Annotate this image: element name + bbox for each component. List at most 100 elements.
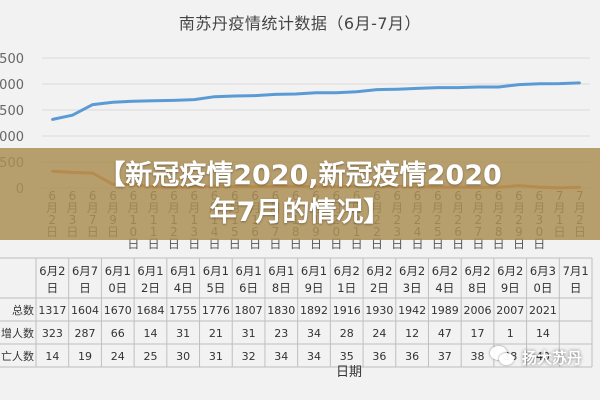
table-cell-0-7: 1830 <box>267 304 295 317</box>
x-tick-label-5-char-4: 日 <box>148 237 160 251</box>
watermark: 扬大苏丹 <box>490 346 582 368</box>
table-header-11-line2: 3日 <box>403 281 422 295</box>
table-header-15-line2: 0日 <box>534 281 553 295</box>
table-cell-1-1: 287 <box>75 327 96 340</box>
x-tick-label-4-char-4: 日 <box>127 237 139 251</box>
data-point-total-21 <box>477 85 480 89</box>
table-header-3-line2: 2日 <box>141 281 160 295</box>
table-header-13-line1: 6月2 <box>464 264 490 278</box>
table-cell-2-3: 25 <box>143 350 157 363</box>
table-cell-2-15: 40 <box>536 350 550 363</box>
data-point-total-2 <box>91 103 94 106</box>
table-header-13-line2: 8日 <box>468 281 487 295</box>
y-tick-label-2500: 2500 <box>0 52 24 67</box>
x-tick-label-16-char-4: 日 <box>371 237 383 251</box>
table-header-14-line2: 9日 <box>501 281 520 295</box>
x-tick-label-20-char-4: 日 <box>452 237 464 251</box>
table-header-10-line2: 2日 <box>370 281 389 295</box>
data-point-total-1 <box>71 114 74 117</box>
data-point-total-6 <box>172 99 176 102</box>
table-header-12-line2: 4日 <box>435 281 454 295</box>
headline-banner: 【新冠疫情2020,新冠疫情2020 年7月的情况】 <box>0 148 600 240</box>
table-cell-0-1: 1604 <box>71 304 99 317</box>
headline-line-2: 年7月的情况】 <box>209 197 391 228</box>
table-header-14-line1: 6月2 <box>497 264 523 278</box>
table-cell-0-8: 1892 <box>300 304 328 317</box>
table-cell-2-12: 37 <box>438 350 452 363</box>
table-cell-1-8: 34 <box>307 327 321 340</box>
table-header-16-line2: 日 <box>570 281 582 295</box>
table-header-1-line2: 日 <box>79 281 91 295</box>
table-cell-2-13: 38 <box>471 350 485 363</box>
table-cell-0-5: 1776 <box>202 304 230 317</box>
table-cell-2-9: 35 <box>340 350 354 363</box>
y-tick-label-2000: 2000 <box>0 78 24 93</box>
wechat-icon <box>490 346 516 368</box>
table-cell-2-6: 32 <box>242 350 256 363</box>
table-cell-0-3: 1684 <box>136 304 164 317</box>
table-cell-1-13: 17 <box>471 327 485 340</box>
watermark-text: 扬大苏丹 <box>522 348 583 367</box>
table-header-0-line1: 6月2 <box>39 264 65 278</box>
data-point-total-14 <box>335 91 338 95</box>
data-point-total-24 <box>538 82 541 85</box>
table-row-label-0: 总数 <box>12 303 34 317</box>
data-point-total-0 <box>50 118 54 121</box>
data-point-total-26 <box>578 81 582 85</box>
table-header-9-line2: 1日 <box>337 281 356 295</box>
x-tick-label-14-char-4: 日 <box>330 237 342 251</box>
x-tick-label-10-char-4: 日 <box>249 237 261 251</box>
table-cell-1-6: 31 <box>242 327 256 340</box>
x-tick-label-18-char-4: 日 <box>411 237 423 251</box>
x-tick-label-6-char-4: 日 <box>168 237 180 251</box>
table-cell-0-10: 1930 <box>365 304 393 317</box>
table-header-5-line2: 5日 <box>206 281 225 295</box>
table-cell-1-14: 1 <box>507 327 514 340</box>
table-cell-2-0: 14 <box>45 350 59 363</box>
data-point-total-20 <box>456 86 460 89</box>
x-tick-label-23-char-4: 日 <box>513 237 525 251</box>
table-header-11-line1: 6月2 <box>399 264 425 278</box>
table-header-5-line1: 6月1 <box>203 264 229 278</box>
x-tick-label-24-char-4: 日 <box>533 237 545 251</box>
table-header-16-line1: 7月1 <box>563 264 589 278</box>
table-header-4-line2: 4日 <box>174 281 193 295</box>
table-header-6-line1: 6月1 <box>236 264 262 278</box>
table-header-4-line1: 6月1 <box>170 264 196 278</box>
table-header-6-line2: 6日 <box>239 281 258 295</box>
data-point-total-23 <box>517 83 521 86</box>
data-point-total-17 <box>395 88 399 91</box>
table-cell-2-11: 36 <box>405 350 419 363</box>
table-cell-0-0: 1317 <box>38 304 66 317</box>
table-header-2-line1: 6月1 <box>105 264 131 278</box>
x-tick-label-22-char-4: 日 <box>493 237 505 251</box>
table-header-3-line1: 6月1 <box>137 264 163 278</box>
data-point-total-5 <box>152 99 155 103</box>
table-header-7-line1: 6月1 <box>268 264 294 278</box>
data-point-total-8 <box>213 95 216 98</box>
table-header-9-line1: 6月2 <box>334 264 360 278</box>
data-point-total-9 <box>233 94 237 98</box>
table-cell-1-9: 28 <box>340 327 354 340</box>
table-cell-0-4: 1755 <box>169 304 197 317</box>
table-cell-1-12: 47 <box>438 327 452 340</box>
data-point-total-15 <box>355 90 358 94</box>
table-cell-1-3: 14 <box>143 327 157 340</box>
x-tick-label-8-char-4: 日 <box>209 237 221 251</box>
table-cell-1-10: 24 <box>372 327 386 340</box>
x-tick-label-11-char-4: 日 <box>269 237 281 251</box>
data-point-total-22 <box>497 85 500 89</box>
data-point-total-7 <box>193 98 196 101</box>
table-cell-2-8: 34 <box>307 350 321 363</box>
table-cell-0-9: 1916 <box>333 304 361 317</box>
x-tick-label-19-char-4: 日 <box>432 237 444 251</box>
data-point-total-3 <box>111 101 115 104</box>
x-tick-label-13-char-4: 日 <box>310 237 322 251</box>
table-header-0-line2: 日 <box>47 281 59 295</box>
x-tick-label-17-char-4: 日 <box>391 237 403 251</box>
table-header-1-line1: 6月7 <box>72 264 98 278</box>
x-tick-label-21-char-4: 日 <box>472 237 484 251</box>
table-row-label-2: 亡人数 <box>1 349 34 363</box>
table-cell-1-4: 31 <box>176 327 190 340</box>
table-cell-0-6: 1807 <box>235 304 263 317</box>
